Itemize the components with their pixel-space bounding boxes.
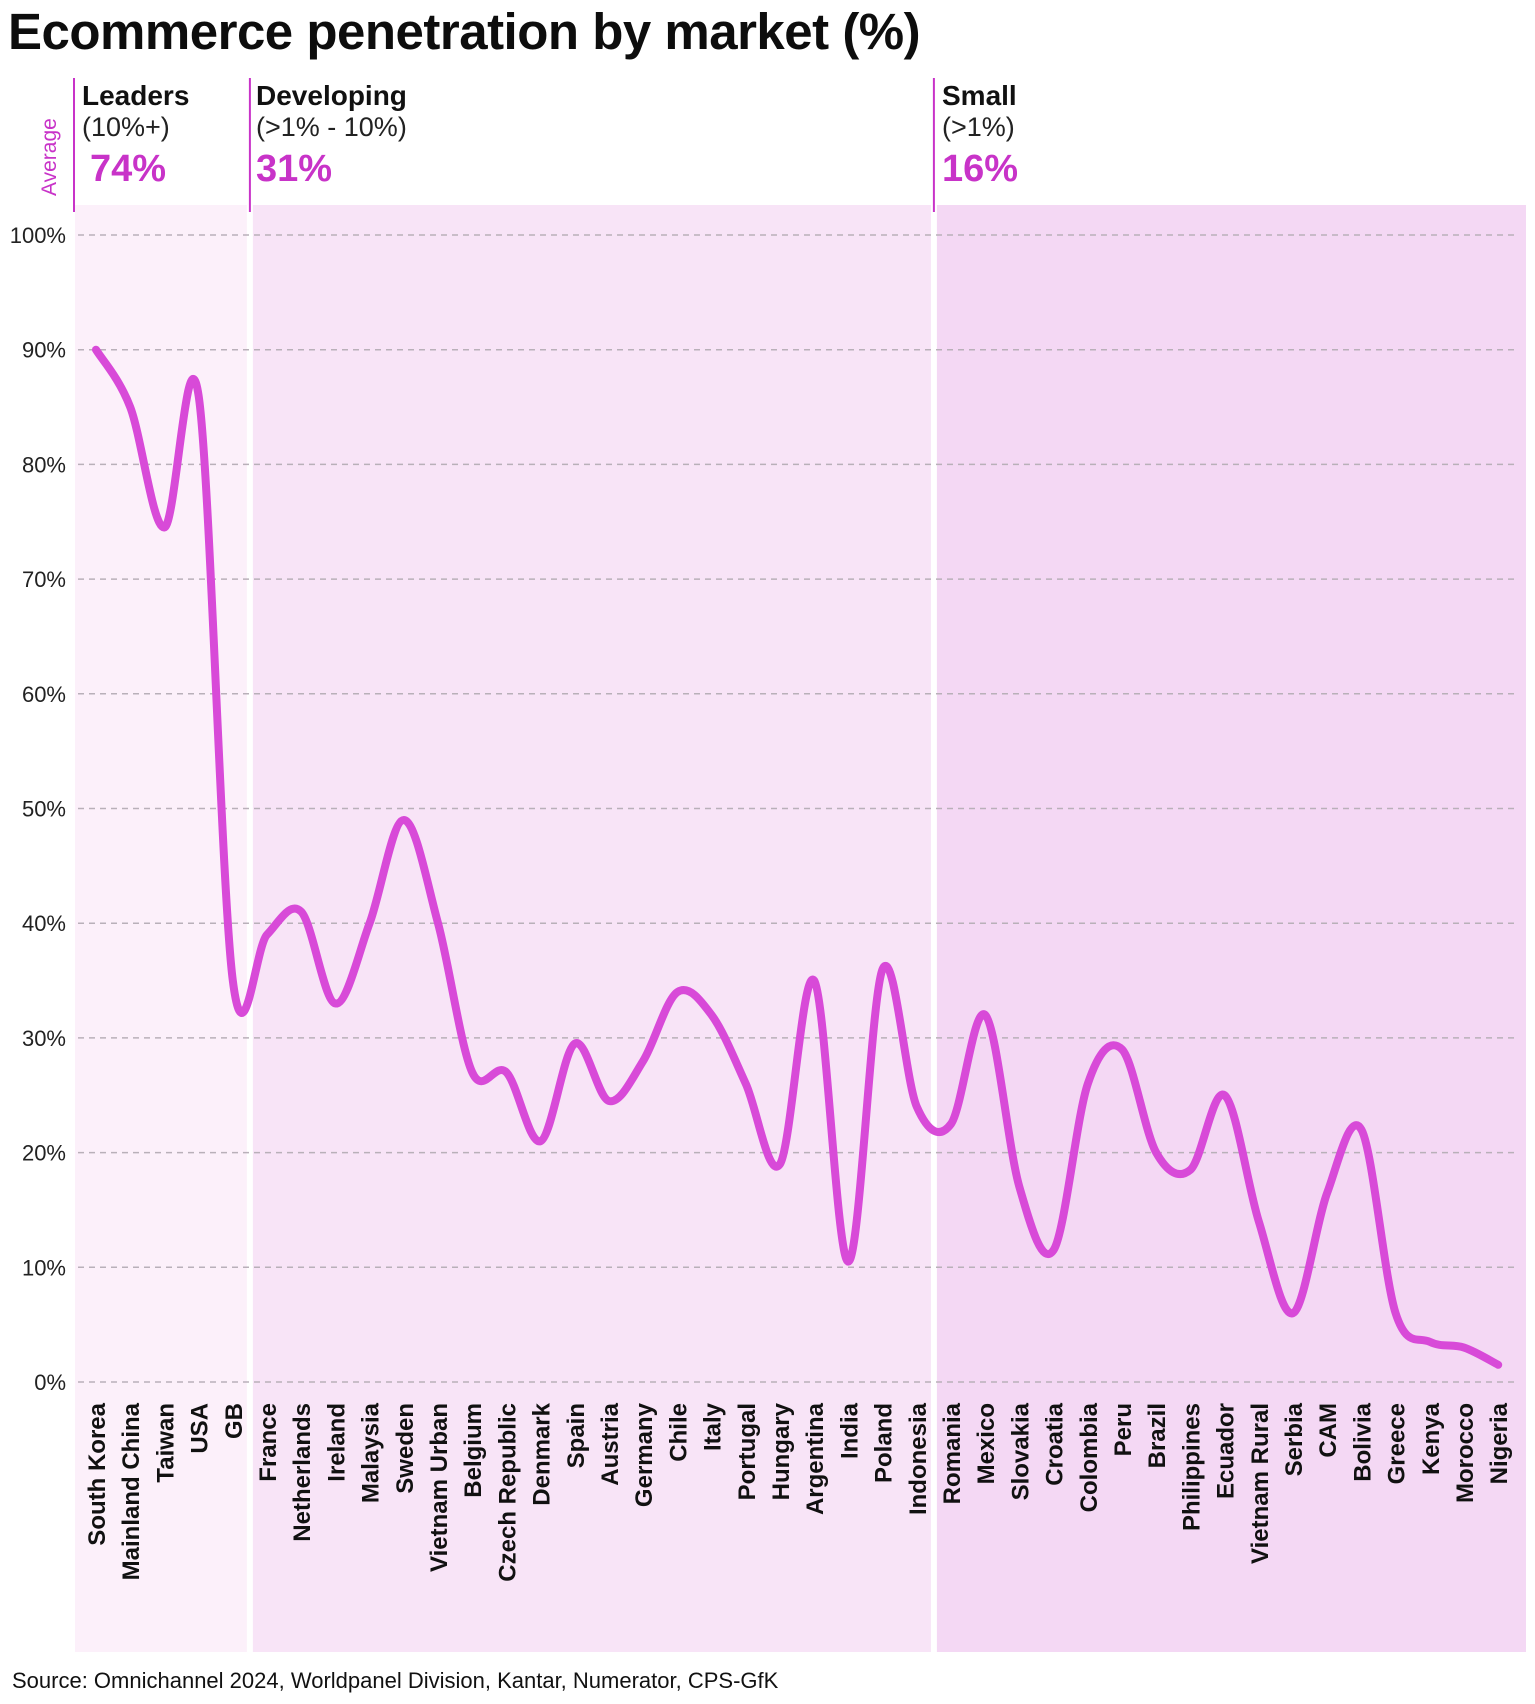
group-range: (>1%)	[942, 112, 1015, 142]
group-name: Developing	[256, 80, 407, 111]
x-tick-label: Mexico	[973, 1403, 1000, 1484]
group-header-leaders: Leaders (10%+) 74%	[82, 80, 189, 194]
y-tick-label: 50%	[22, 797, 66, 822]
y-axis-ticks: 0% 10% 20% 30% 40% 50% 60% 70% 80% 90% 100%	[10, 223, 66, 1395]
x-tick-label: Ecuador	[1213, 1403, 1240, 1499]
y-tick-label: 30%	[22, 1026, 66, 1051]
x-tick-label: Nigeria	[1486, 1402, 1513, 1484]
x-tick-label: Chile	[665, 1403, 692, 1462]
x-tick-label: Vietnam Rural	[1247, 1403, 1274, 1564]
x-tick-label: Kenya	[1418, 1402, 1445, 1475]
group-name: Leaders	[82, 80, 190, 111]
x-tick-label: India	[836, 1402, 863, 1459]
x-tick-label: CAM	[1315, 1403, 1342, 1458]
segment-band	[75, 205, 247, 1652]
x-tick-label: Czech Republic	[494, 1403, 521, 1582]
x-tick-label: Denmark	[529, 1402, 556, 1505]
x-tick-label: Netherlands	[289, 1403, 316, 1542]
y-tick-label: 70%	[22, 567, 66, 592]
y-tick-label: 80%	[22, 452, 66, 477]
x-axis-ticks: South Korea Mainland China Taiwan USA GB Fran…	[84, 1402, 1513, 1581]
group-name: Small	[942, 80, 1017, 111]
group-average: 16%	[942, 148, 1019, 190]
group-average: 31%	[256, 148, 333, 190]
segment-band	[936, 205, 1526, 1652]
x-tick-label: Serbia	[1281, 1402, 1308, 1476]
x-tick-label: Mainland China	[118, 1402, 145, 1580]
group-range: (10%+)	[82, 112, 170, 142]
x-tick-label: Peru	[1110, 1403, 1137, 1456]
x-tick-label: Greece	[1384, 1403, 1411, 1484]
x-tick-label: Poland	[871, 1403, 898, 1483]
x-tick-label: Portugal	[734, 1403, 761, 1500]
segment-band	[252, 205, 931, 1652]
segment-dividers	[73, 78, 935, 212]
group-header-small: Small (>1%) 16%	[942, 80, 1018, 194]
x-tick-label: Brazil	[1144, 1403, 1171, 1468]
group-header-developing: Developing (>1% - 10%) 31%	[256, 80, 407, 194]
x-tick-label: South Korea	[84, 1402, 111, 1545]
x-tick-label: Hungary	[768, 1402, 795, 1500]
x-tick-label: Romania	[939, 1402, 966, 1504]
series-line	[92, 345, 1503, 1369]
x-tick-label: Philippines	[1178, 1403, 1205, 1531]
x-tick-label: Vietnam Urban	[426, 1403, 453, 1572]
y-tick-label: 10%	[22, 1255, 66, 1280]
x-tick-label: Malaysia	[358, 1402, 385, 1503]
x-tick-label: Colombia	[1076, 1402, 1103, 1512]
x-tick-label: Belgium	[460, 1403, 487, 1498]
y-tick-label: 100%	[10, 223, 66, 248]
x-tick-label: Austria	[597, 1402, 624, 1485]
x-tick-label: Bolivia	[1349, 1402, 1376, 1481]
y-tick-label: 20%	[22, 1141, 66, 1166]
x-tick-label: Slovakia	[1007, 1402, 1034, 1500]
x-tick-label: Ireland	[323, 1403, 350, 1482]
source-note: Source: Omnichannel 2024, Worldpanel Div…	[12, 1668, 779, 1693]
x-tick-label: Spain	[563, 1403, 590, 1468]
x-tick-label: Sweden	[392, 1403, 419, 1494]
group-range: (>1% - 10%)	[256, 112, 407, 142]
x-tick-label: Germany	[631, 1402, 658, 1507]
x-tick-label: Morocco	[1452, 1403, 1479, 1503]
x-tick-label: Italy	[700, 1402, 727, 1451]
y-tick-label: 90%	[22, 338, 66, 363]
x-tick-label: Croatia	[1042, 1402, 1069, 1485]
y-tick-label: 0%	[34, 1370, 66, 1395]
chart-title: Ecommerce penetration by market (%)	[8, 3, 921, 60]
x-tick-label: GB	[221, 1403, 248, 1439]
y-tick-label: 40%	[22, 911, 66, 936]
group-average: 74%	[90, 148, 167, 190]
y-tick-label: 60%	[22, 682, 66, 707]
x-tick-label: France	[255, 1403, 282, 1482]
x-tick-label: Taiwan	[152, 1403, 179, 1483]
x-tick-label: USA	[187, 1403, 214, 1454]
x-tick-label: Indonesia	[905, 1402, 932, 1515]
x-tick-label: Argentina	[802, 1402, 829, 1515]
